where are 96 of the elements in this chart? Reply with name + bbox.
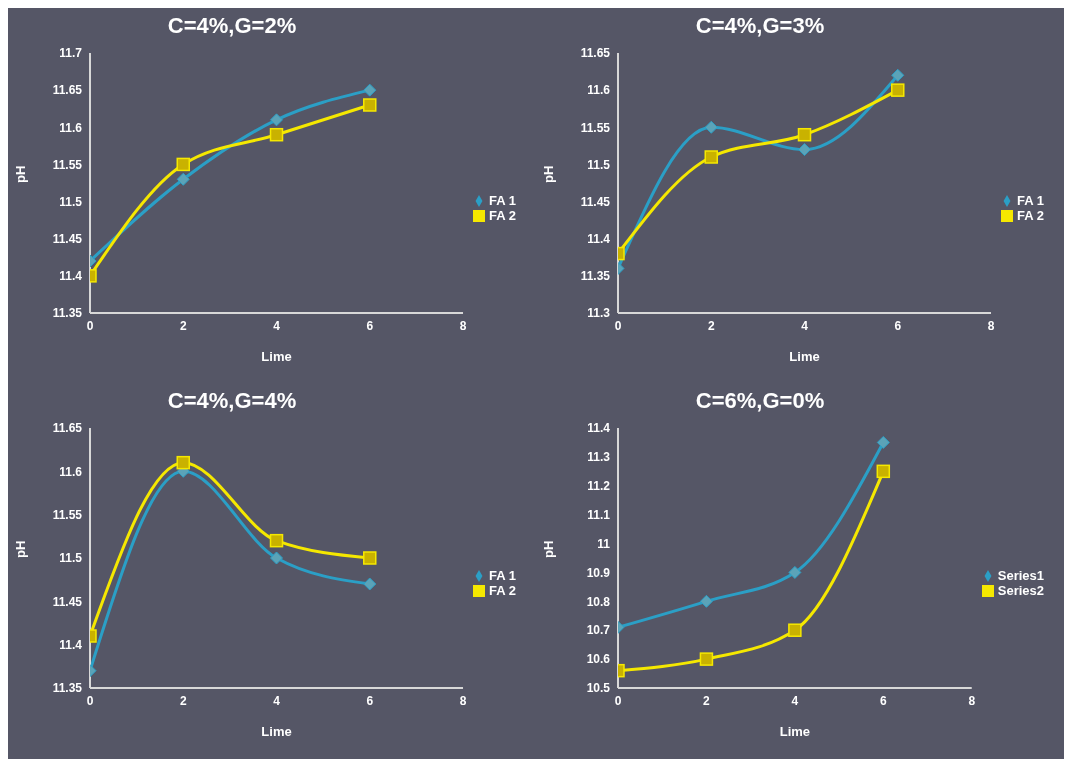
point	[798, 142, 812, 156]
point	[176, 172, 190, 186]
y-tick-label: 10.9	[586, 565, 611, 580]
point	[363, 577, 377, 590]
y-tick-label: 11.45	[52, 231, 83, 246]
y-tick-label: 11.35	[580, 268, 611, 283]
point	[363, 550, 377, 565]
point	[891, 68, 905, 82]
x-tick-label: 6	[894, 318, 902, 333]
y-tick-label: 11.7	[59, 45, 83, 60]
point	[176, 455, 190, 469]
y-tick-label: 10.6	[586, 651, 611, 666]
point	[876, 435, 890, 449]
y-tick-label: 11.35	[52, 680, 83, 695]
chart-title: C=6%,G=0%	[694, 386, 826, 415]
y-tick-label: 11	[597, 536, 611, 551]
y-tick-label: 11.65	[580, 45, 611, 60]
y-axis-title: pH	[12, 540, 28, 558]
legend-label: FA 1	[489, 192, 516, 208]
x-tick-label: 4	[801, 318, 809, 333]
legend-label: FA 2	[489, 582, 516, 598]
x-tick-label: 0	[614, 693, 622, 708]
x-tick-label: 0	[86, 318, 94, 333]
chart-title: C=4%,G=2%	[166, 11, 298, 40]
point	[176, 157, 190, 171]
x-tick-label: 8	[968, 693, 976, 708]
y-axis-title: pH	[12, 165, 28, 183]
y-tick-label: 11.5	[59, 194, 83, 209]
point	[269, 533, 284, 547]
point	[704, 149, 718, 164]
y-tick-label: 11.6	[587, 82, 611, 97]
y-tick-label: 11.6	[59, 120, 83, 135]
point	[363, 83, 377, 97]
y-tick-label: 11.5	[59, 550, 83, 565]
y-axis-title: pH	[540, 165, 556, 183]
x-tick-label: 0	[614, 318, 622, 333]
y-tick-label: 11.55	[52, 157, 83, 172]
point	[891, 82, 905, 97]
x-tick-label: 6	[366, 318, 374, 333]
y-tick-label: 11.3	[587, 305, 611, 320]
x-tick-label: 2	[179, 693, 187, 708]
legend-label: FA 1	[1017, 192, 1044, 208]
x-tick-label: 2	[703, 693, 711, 708]
x-tick-label: 0	[86, 693, 94, 708]
legend-label: Series1	[997, 567, 1044, 583]
y-tick-label: 11.4	[587, 231, 611, 246]
point	[704, 120, 718, 134]
y-tick-label: 11.4	[59, 637, 83, 652]
y-tick-label: 11.2	[587, 478, 611, 493]
legend-label: Series2	[997, 582, 1044, 598]
y-tick-label: 11.5	[587, 157, 611, 172]
x-axis-title: Lime	[261, 723, 292, 739]
y-tick-label: 11.55	[580, 120, 611, 135]
legend-label: FA 2	[489, 207, 516, 223]
x-axis-title: Lime	[779, 723, 811, 739]
point	[699, 594, 713, 608]
point	[797, 127, 812, 141]
chart-title: C=4%,G=4%	[166, 386, 298, 415]
x-tick-label: 6	[366, 693, 374, 708]
chart-title: C=4%,G=3%	[694, 11, 826, 40]
y-tick-label: 11.4	[587, 420, 611, 435]
point	[270, 551, 284, 564]
x-tick-label: 4	[273, 693, 281, 708]
x-tick-label: 4	[791, 693, 799, 708]
y-tick-label: 11.45	[580, 194, 611, 209]
y-tick-label: 11.35	[52, 305, 83, 320]
x-tick-label: 8	[987, 318, 995, 333]
y-tick-label: 11.4	[59, 268, 83, 283]
y-tick-label: 11.55	[52, 507, 83, 522]
y-tick-label: 11.65	[52, 420, 83, 435]
x-tick-label: 8	[459, 318, 467, 333]
point	[788, 565, 802, 579]
x-tick-label: 2	[179, 318, 187, 333]
y-tick-label: 11.45	[52, 594, 83, 609]
point	[269, 127, 284, 141]
legend-label: FA 1	[489, 567, 516, 583]
x-tick-label: 2	[707, 318, 715, 333]
point	[270, 112, 284, 126]
point	[363, 97, 377, 112]
point	[876, 464, 891, 478]
x-axis-title: Lime	[261, 348, 292, 364]
legend-label: FA 2	[1017, 207, 1044, 223]
y-tick-label: 11.1	[587, 507, 611, 522]
y-tick-label: 11.6	[59, 464, 83, 479]
y-tick-label: 11.65	[52, 82, 83, 97]
x-tick-label: 6	[879, 693, 887, 708]
y-tick-label: 10.8	[586, 594, 611, 609]
y-tick-label: 10.7	[586, 622, 611, 637]
point	[788, 622, 802, 637]
x-axis-title: Lime	[789, 348, 820, 364]
y-tick-label: 10.5	[586, 680, 611, 695]
x-tick-label: 8	[459, 693, 467, 708]
point	[699, 651, 714, 666]
y-axis-title: pH	[540, 540, 556, 558]
x-tick-label: 4	[273, 318, 281, 333]
y-tick-label: 11.3	[587, 449, 611, 464]
